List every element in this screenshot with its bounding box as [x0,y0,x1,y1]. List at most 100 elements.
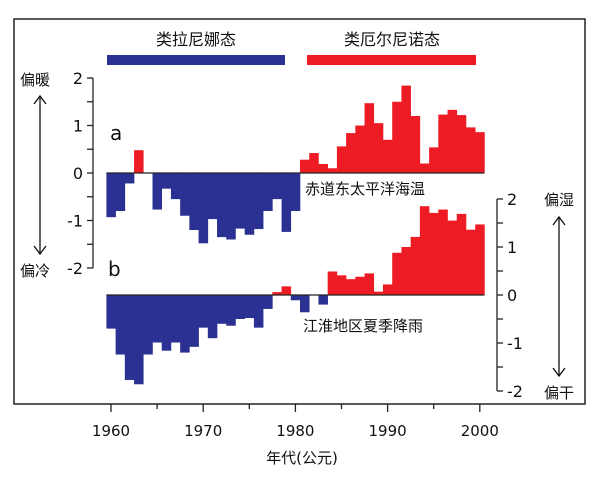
y-tick-label-a: 2 [73,69,83,88]
bar-a-1987 [355,125,365,173]
bar-a-1981 [300,159,310,173]
bars-panel-b [106,206,485,385]
dry-label: 偏干 [544,384,574,402]
axes: -2 -1 0 1 2 -2 -1 0 1 2 1960 1970 1980 1990 2000 [67,69,523,440]
y-tick-label-b: -2 [507,382,523,401]
bar-b-1995 [429,212,439,295]
bar-a-1967 [170,173,181,200]
series-label-b: 江淮地区夏季降雨 [303,317,423,335]
bar-b-1994 [419,206,430,295]
bar-a-1994 [419,163,430,173]
bar-a-2000 [475,132,485,173]
y-tick-label-a: -2 [67,259,83,278]
bar-a-1972 [217,173,227,238]
bar-a-1982 [309,153,319,173]
y-tick-label-a: 1 [73,117,83,136]
el-nino-label: 类厄尔尼诺态 [344,30,440,49]
bar-a-1996 [438,114,448,173]
bar-b-1975 [244,295,255,319]
y-tick-label-a: -1 [67,212,83,231]
x-tick-label: 1970 [184,422,222,440]
bar-b-1962 [124,295,135,380]
bar-a-1962 [124,173,135,184]
bar-b-1967 [170,295,181,343]
bar-b-1989 [373,291,384,295]
panel-label-a: a [110,121,122,145]
bar-b-1964 [143,295,153,355]
bar-a-1975 [244,173,255,235]
bar-b-1978 [272,292,282,295]
bar-a-1978 [272,173,282,200]
warm-cold-arrow-icon [33,94,47,256]
x-axis-title: 年代(公元) [266,449,338,467]
el-nino-period-bar [307,55,476,65]
bar-b-1969 [189,295,199,347]
bar-b-2000 [475,224,485,295]
bar-a-1989 [373,123,384,173]
bar-b-1983 [318,295,328,305]
bar-a-1960 [106,173,116,218]
bar-b-1990 [382,284,393,295]
warm-label: 偏暖 [20,71,50,89]
y-tick-label-b: 0 [507,286,517,305]
cold-label: 偏冷 [20,262,50,280]
bar-b-1961 [115,295,126,355]
bar-a-1985 [336,146,347,173]
y-tick-label-a: 0 [73,164,83,183]
bar-b-1963 [134,295,144,385]
x-tick-label: 1990 [369,422,407,440]
bar-b-1986 [346,279,356,295]
bar-b-1988 [364,273,375,295]
bar-a-1966 [161,173,172,189]
bar-b-1999 [465,229,476,295]
bar-a-1974 [235,173,245,229]
y-tick-label-b: 2 [507,190,517,209]
bar-b-1970 [198,295,209,328]
y-tick-label-b: -1 [507,334,523,353]
wet-label: 偏湿 [544,191,574,209]
x-tick-label: 1960 [92,422,130,440]
bar-b-1977 [263,295,273,309]
bar-a-1973 [226,173,236,240]
bar-b-1980 [290,295,301,301]
bar-b-1979 [281,286,292,295]
bar-a-1979 [281,173,292,232]
bar-a-1961 [115,173,126,211]
bar-b-1973 [226,295,236,326]
bar-a-1992 [401,85,411,173]
la-nina-label: 类拉尼娜态 [156,30,236,49]
series-label-a: 赤道东太平洋海温 [305,180,425,198]
la-nina-period-bar [107,55,285,65]
bar-a-1988 [364,103,375,173]
bar-a-1990 [382,139,393,173]
bar-a-1977 [263,173,273,211]
bar-b-1974 [235,295,245,319]
bar-a-1991 [392,101,402,173]
bar-a-1971 [207,173,218,220]
bar-b-1997 [447,220,458,295]
wet-dry-arrow-icon [552,215,566,378]
bar-a-1983 [318,163,328,173]
bar-a-1970 [198,173,209,244]
bar-a-1965 [152,173,163,210]
bar-b-1981 [300,295,310,313]
bar-b-1993 [410,236,421,295]
bar-b-1968 [180,295,190,353]
bar-a-1980 [290,173,301,211]
bar-b-1991 [392,252,402,295]
frame [13,18,586,405]
bar-b-1965 [152,295,163,343]
bar-a-1968 [180,173,190,216]
bar-b-1972 [217,295,227,324]
bar-a-1995 [429,147,439,173]
bar-a-1997 [447,109,458,173]
bar-b-1992 [401,247,411,295]
bar-a-1976 [253,173,264,230]
bar-b-1996 [438,209,448,295]
bar-b-1998 [456,213,467,295]
bar-a-1993 [410,116,421,173]
bar-b-1987 [355,276,365,295]
bar-a-1984 [327,168,338,173]
bar-b-1966 [161,295,172,351]
